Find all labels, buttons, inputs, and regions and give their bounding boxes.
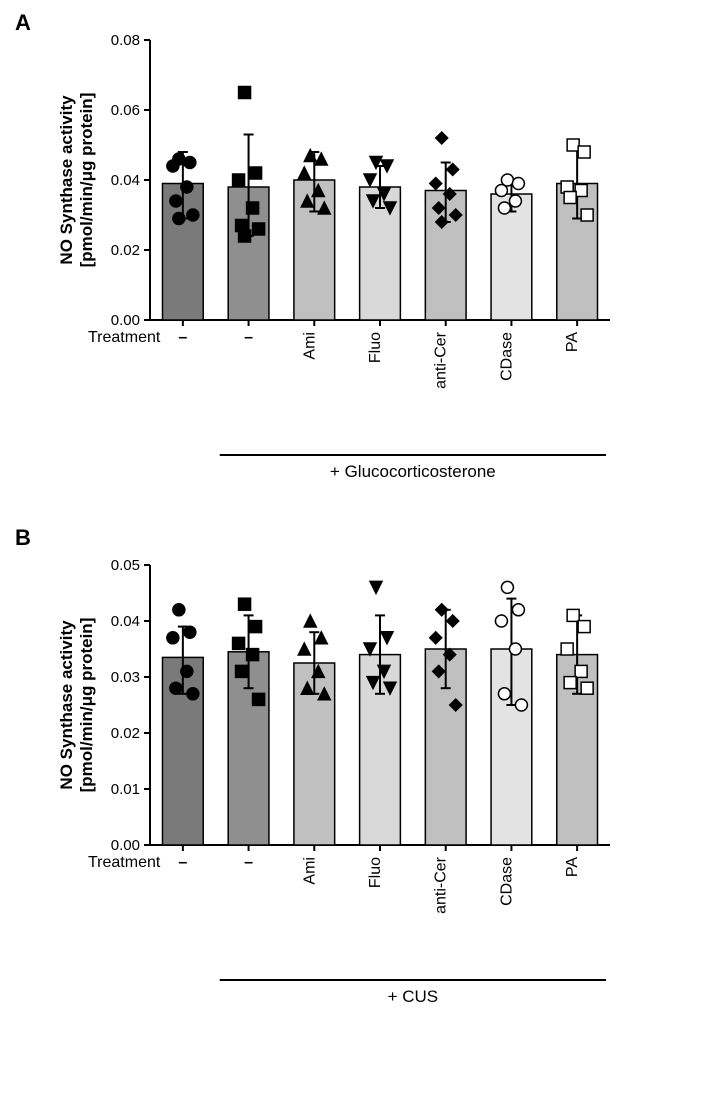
x-category-label: – bbox=[178, 329, 187, 346]
y-tick-label: 0.00 bbox=[111, 312, 140, 329]
y-tick-label: 0.01 bbox=[111, 781, 140, 798]
panel-b-label: B bbox=[15, 525, 31, 551]
x-category-label: Fluo bbox=[367, 857, 384, 888]
x-category-label: – bbox=[178, 854, 187, 871]
x-axis-title: Treatment bbox=[88, 854, 161, 871]
x-category-label: – bbox=[244, 329, 253, 346]
y-tick-label: 0.03 bbox=[111, 669, 140, 686]
y-axis-label-line2: [pmol/min/μg protein] bbox=[77, 618, 96, 793]
x-category-label: CDase bbox=[498, 857, 515, 906]
group-label: + CUS bbox=[388, 987, 439, 1006]
x-category-label: – bbox=[244, 854, 253, 871]
x-category-label: anti-Cer bbox=[433, 331, 450, 389]
figure-page: { "panelA": { "label": "A", "type": "bar… bbox=[0, 0, 705, 1098]
x-category-label: PA bbox=[564, 857, 581, 877]
x-axis-title: Treatment bbox=[88, 329, 161, 346]
y-tick-label: 0.06 bbox=[111, 102, 140, 119]
x-category-label: Fluo bbox=[367, 332, 384, 363]
y-axis-label-line1: NO Synthase activity bbox=[57, 620, 76, 790]
panel-b-chart: 0.000.010.020.030.040.05NO Synthase acti… bbox=[120, 555, 620, 1075]
y-tick-label: 0.08 bbox=[111, 32, 140, 49]
y-tick-label: 0.04 bbox=[111, 613, 140, 630]
y-tick-label: 0.02 bbox=[111, 242, 140, 259]
x-category-label: PA bbox=[564, 332, 581, 352]
bar bbox=[491, 194, 532, 320]
x-category-label: Ami bbox=[301, 332, 318, 360]
panel-a-label: A bbox=[15, 10, 31, 36]
x-category-label: anti-Cer bbox=[433, 856, 450, 914]
group-label: + Glucocorticosterone bbox=[330, 462, 496, 481]
y-tick-label: 0.00 bbox=[111, 837, 140, 854]
y-tick-label: 0.05 bbox=[111, 557, 140, 574]
y-tick-label: 0.02 bbox=[111, 725, 140, 742]
y-axis-label-line1: NO Synthase activity bbox=[57, 95, 76, 265]
x-category-label: CDase bbox=[498, 332, 515, 381]
y-axis-label-line2: [pmol/min/μg protein] bbox=[77, 93, 96, 268]
y-tick-label: 0.04 bbox=[111, 172, 140, 189]
x-category-label: Ami bbox=[301, 857, 318, 885]
panel-a-chart: 0.000.020.040.060.08NO Synthase activity… bbox=[120, 30, 620, 490]
